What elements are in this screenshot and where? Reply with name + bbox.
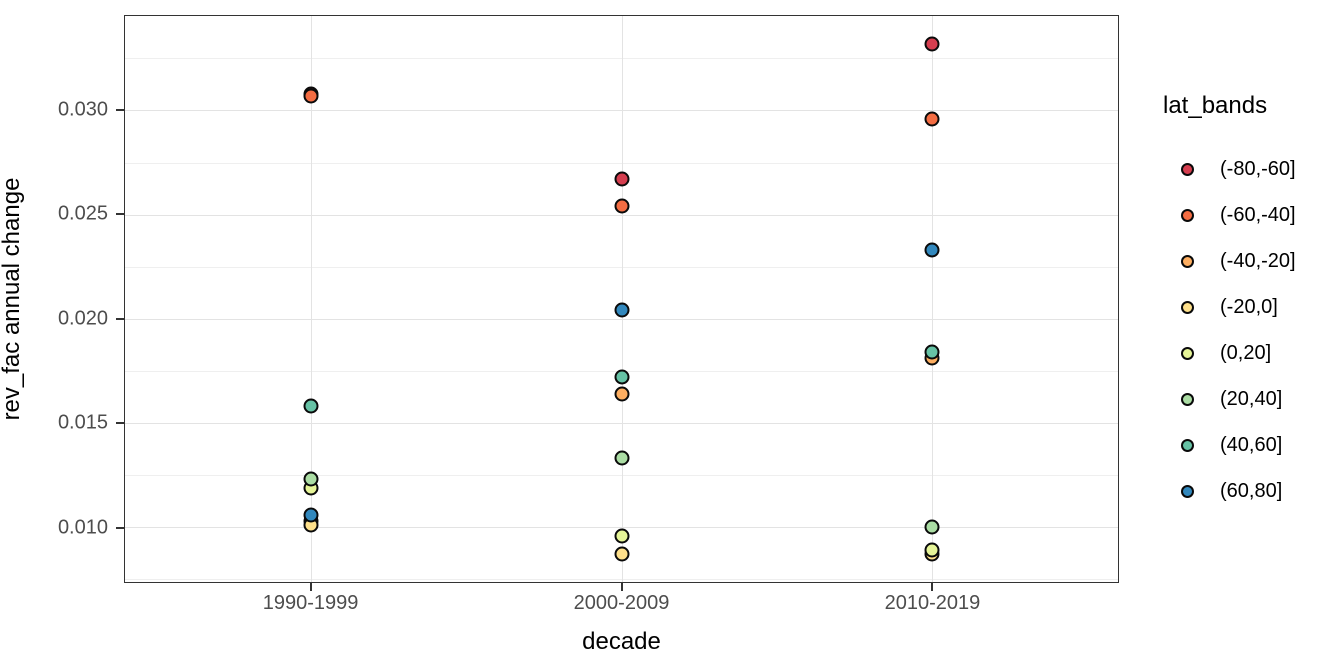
legend-label: (60,80] [1220, 479, 1283, 502]
legend-key-circle-icon [1181, 162, 1194, 176]
gridline-major-x [311, 16, 313, 582]
data-point [924, 344, 940, 360]
data-point [303, 398, 319, 414]
legend-key-circle-icon [1181, 438, 1194, 452]
legend-key-circle-icon [1181, 346, 1194, 360]
data-point [614, 528, 629, 544]
legend-entry: (-80,-60] [1163, 146, 1296, 192]
legend-entry: (20,40] [1163, 376, 1296, 422]
y-tick-label: 0.010 [57, 516, 108, 539]
data-point [614, 450, 629, 466]
data-point [924, 111, 940, 127]
data-point [614, 386, 629, 402]
legend-label: (40,60] [1220, 433, 1283, 456]
data-point [303, 88, 319, 104]
legend-key-circle-icon [1181, 208, 1194, 222]
y-tick-mark [116, 422, 124, 425]
legend-key-circle-icon [1181, 300, 1194, 314]
x-tick-label: 2010-2019 [884, 592, 981, 614]
legend-entry: (-60,-40] [1163, 192, 1296, 238]
gridline-major-x [931, 16, 933, 582]
plot-panel [124, 15, 1119, 583]
legend-title: lat_bands [1163, 92, 1268, 119]
x-tick-mark [620, 583, 623, 591]
legend-label: (20,40] [1220, 387, 1283, 410]
data-point [614, 171, 629, 187]
data-point [614, 546, 629, 562]
y-tick-mark [116, 213, 124, 216]
y-tick-label: 0.020 [57, 307, 108, 330]
x-tick-mark [309, 583, 312, 591]
y-tick-label: 0.015 [57, 411, 108, 434]
legend-entry: (-20,0] [1163, 284, 1296, 330]
legend-label: (-20,0] [1220, 295, 1278, 318]
data-point [924, 519, 940, 535]
legend-entry: (60,80] [1163, 468, 1296, 514]
legend-label: (0,20] [1220, 341, 1272, 364]
legend-key-circle-icon [1181, 392, 1194, 406]
y-tick-mark [116, 108, 124, 111]
legend-entry: (0,20] [1163, 330, 1296, 376]
legend-key-circle-icon [1181, 484, 1194, 498]
gridline-major-x [621, 16, 623, 582]
data-point [303, 507, 319, 523]
x-axis-title: decade [582, 628, 661, 655]
legend-label: (-60,-40] [1220, 203, 1296, 226]
legend-label: (-80,-60] [1220, 157, 1296, 180]
y-tick-label: 0.030 [57, 98, 108, 121]
y-tick-label: 0.025 [57, 202, 108, 225]
legend-entry: (40,60] [1163, 422, 1296, 468]
data-point [303, 471, 319, 487]
x-tick-mark [931, 583, 934, 591]
x-tick-label: 2000-2009 [573, 592, 670, 614]
y-tick-mark [116, 526, 124, 529]
x-tick-label: 1990-1999 [262, 592, 359, 614]
legend-label: (-40,-20] [1220, 249, 1296, 272]
y-tick-mark [116, 317, 124, 320]
data-point [614, 198, 629, 214]
data-point [614, 302, 629, 318]
data-point [924, 542, 940, 558]
data-point [614, 369, 629, 385]
data-point [924, 36, 940, 52]
legend: lat_bands (-80,-60] (-60,-40] (-40,-20] (-2… [1163, 92, 1296, 514]
legend-key-circle-icon [1181, 254, 1194, 268]
legend-entry: (-40,-20] [1163, 238, 1296, 284]
data-point [924, 242, 940, 258]
legend-entries: (-80,-60] (-60,-40] (-40,-20] (-20,0] (0,20]… [1163, 146, 1296, 514]
